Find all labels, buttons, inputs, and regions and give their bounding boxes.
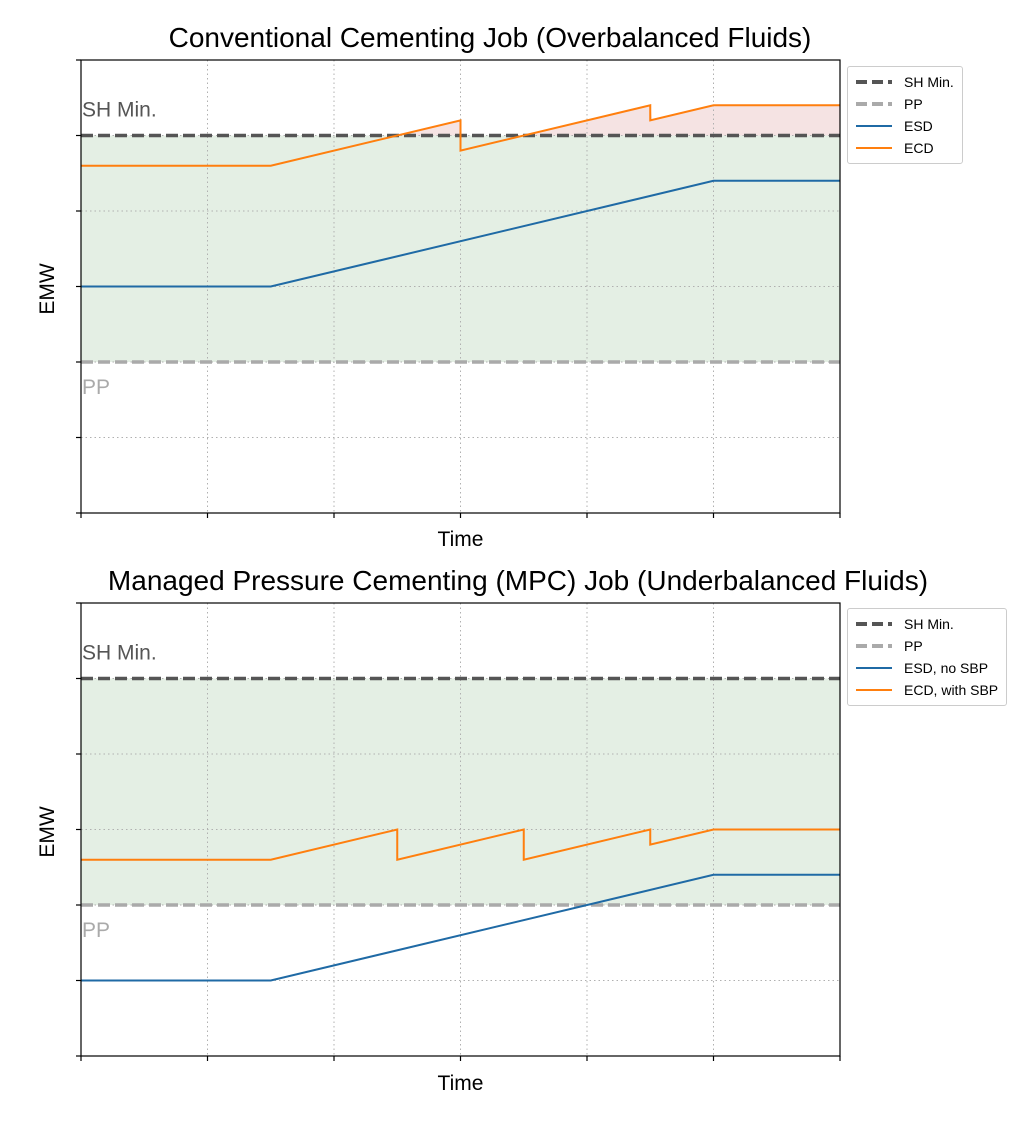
pp-label: PP (82, 919, 110, 942)
y-axis-label-mpc: EMW (36, 806, 59, 858)
legend-label-pp: PP (904, 638, 923, 654)
legend-conventional: SH Min. PP ESD ECD (847, 66, 963, 164)
pp-label: PP (82, 376, 110, 399)
legend-label-ecd-with-sbp: ECD, with SBP (904, 682, 999, 698)
legend-swatch-ecd-with-sbp (856, 689, 892, 691)
legend-item-ecd: ECD (856, 137, 954, 159)
y-axis-label-conventional: EMW (36, 263, 59, 315)
sh-min-label: SH Min. (82, 99, 157, 122)
legend-item-ecd-with-sbp: ECD, with SBP (856, 679, 998, 701)
overpressure-region (525, 105, 840, 136)
legend-label-sh-min: SH Min. (904, 74, 954, 90)
legend-swatch-pp (856, 644, 892, 648)
plot-mpc: SH Min. PP (76, 602, 841, 1061)
legend-item-pp: PP (856, 93, 954, 115)
legend-swatch-pp (856, 102, 892, 106)
ecd-with-sbp-line (81, 828, 840, 861)
legend-mpc: SH Min. PP ESD, no SBP ECD, with SBP (847, 608, 1008, 706)
legend-label-sh-min: SH Min. (904, 616, 954, 632)
sh-min-label: SH Min. (82, 642, 157, 665)
legend-label-pp: PP (904, 96, 923, 112)
legend-item-pp: PP (856, 635, 998, 657)
legend-item-sh-min: SH Min. (856, 613, 998, 635)
legend-label-esd: ESD (904, 118, 933, 134)
legend-item-esd: ESD (856, 115, 954, 137)
legend-swatch-sh-min (856, 622, 892, 626)
legend-item-esd-no-sbp: ESD, no SBP (856, 657, 998, 679)
legend-swatch-esd (856, 125, 892, 127)
legend-swatch-ecd (856, 147, 892, 149)
legend-swatch-esd-no-sbp (856, 667, 892, 669)
ecd-line (81, 104, 840, 167)
chart-title-mpc: Managed Pressure Cementing (MPC) Job (Un… (107, 565, 929, 596)
esd-no-sbp-line (81, 873, 840, 982)
legend-label-esd-no-sbp: ESD, no SBP (904, 660, 989, 676)
x-axis-label-mpc: Time (437, 1072, 484, 1095)
legend-swatch-sh-min (856, 80, 892, 84)
legend-item-sh-min: SH Min. (856, 71, 954, 93)
esd-line (81, 179, 840, 288)
chart-title-conventional: Conventional Cementing Job (Overbalanced… (168, 22, 812, 53)
plot-conventional: SH Min. PP (76, 59, 841, 518)
x-axis-label-conventional: Time (437, 528, 484, 551)
legend-label-ecd: ECD (904, 140, 934, 156)
